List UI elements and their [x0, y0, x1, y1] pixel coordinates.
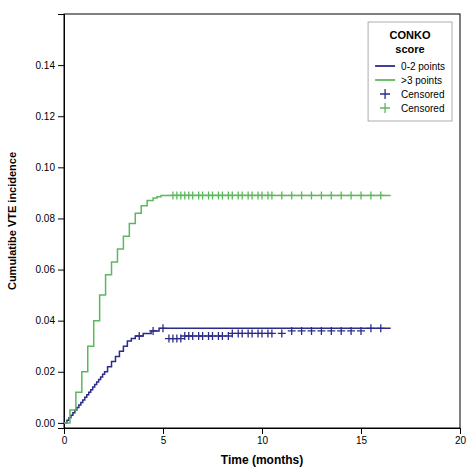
censored-mark: [288, 327, 296, 335]
censored-mark: [278, 191, 286, 199]
censored-mark: [268, 329, 276, 337]
x-tick-mark: [460, 428, 461, 434]
y-tick-label: 0.12: [36, 111, 56, 122]
legend-entry: 0-2 points: [375, 61, 445, 72]
censored-mark: [298, 191, 306, 199]
x-tick: 10: [257, 428, 269, 446]
y-tick-label: 0.06: [36, 264, 56, 275]
plot-area: 0 5 10 15 20 0.00 0.02 0.04 0.06 0.08 0.10 0.12 0.14…: [36, 14, 467, 446]
y-tick-label: 0.10: [36, 162, 56, 173]
legend-title-line: CONKO: [390, 29, 431, 41]
legend-label: Censored: [401, 89, 444, 100]
legend-entry: Censored: [380, 103, 444, 114]
marks: [64, 191, 391, 422]
legend-title-line: score: [395, 43, 424, 55]
x-axis-line: [65, 429, 461, 435]
y-tick-label: 0.04: [36, 315, 56, 326]
x-tick: 20: [455, 428, 467, 446]
y-axis: 0.00 0.02 0.04 0.06 0.08 0.10 0.12 0.14: [36, 15, 65, 429]
censored-mark: [347, 327, 355, 335]
legend-label: 0-2 points: [401, 61, 445, 72]
y-tick: 0.12: [36, 111, 64, 122]
legend-swatch: [375, 79, 395, 81]
y-tick: 0.06: [36, 264, 64, 275]
y-tick-mark: [58, 218, 64, 219]
censored-mark: [337, 191, 345, 199]
x-tick-label: 15: [356, 435, 368, 446]
censored-mark: [288, 191, 296, 199]
censored-mark: [135, 332, 143, 340]
y-tick-label: 0.08: [36, 213, 56, 224]
x-tick-label: 20: [455, 435, 467, 446]
y-tick-mark: [58, 65, 64, 66]
x-tick-label: 0: [62, 435, 68, 446]
censored-marks: [135, 324, 385, 342]
censored-mark: [377, 191, 385, 199]
censored-mark: [268, 191, 276, 199]
censored-mark: [159, 324, 167, 332]
censored-mark: [308, 191, 316, 199]
plot-frame: [64, 14, 460, 428]
y-axis-line: [58, 15, 65, 429]
y-tick-mark: [58, 270, 64, 271]
y-tick: 0.04: [36, 315, 64, 326]
chart-container: 0 5 10 15 20 0.00 0.02 0.04 0.06 0.08 0.10 0.12 0.14…: [0, 0, 474, 474]
legend-label: >3 points: [401, 75, 442, 86]
x-tick-mark: [262, 428, 263, 434]
y-tick-mark: [58, 167, 64, 168]
censored-mark: [317, 327, 325, 335]
y-tick-mark: [58, 116, 64, 117]
censored-mark: [367, 191, 375, 199]
legend: CONKO score 0-2 points >3 points Censored Cen…: [368, 22, 452, 121]
y-tick: 0.00: [36, 418, 64, 429]
x-axis: 0 5 10 15 20: [62, 428, 467, 446]
legend-box: [368, 22, 452, 121]
legend-label: Censored: [401, 103, 444, 114]
censored-mark: [367, 324, 375, 332]
censored-marks: [169, 191, 385, 199]
y-tick-label: 0.14: [36, 60, 56, 71]
legend-title: CONKO score: [390, 29, 431, 55]
chart-svg: 0 5 10 15 20 0.00 0.02 0.04 0.06 0.08 0.10 0.12 0.14…: [0, 0, 474, 474]
y-tick: 0.08: [36, 213, 64, 224]
legend-swatch: [380, 89, 390, 99]
censored-mark: [149, 327, 157, 335]
legend-entry: >3 points: [375, 75, 442, 86]
y-tick-mark: [58, 372, 64, 373]
legend-swatch: [375, 65, 395, 67]
x-axis-title: Time (months): [221, 453, 303, 467]
y-tick-label: 0.00: [36, 418, 56, 429]
legend-entry: Censored: [380, 89, 444, 100]
x-tick-label: 10: [257, 435, 269, 446]
censored-mark: [337, 327, 345, 335]
step-line: [64, 195, 391, 422]
y-tick: 0.14: [36, 60, 64, 71]
y-tick: 0.10: [36, 162, 64, 173]
censored-mark: [357, 327, 365, 335]
censored-mark: [317, 191, 325, 199]
x-tick: 5: [161, 428, 167, 446]
censored-mark: [347, 191, 355, 199]
step-line: [64, 328, 391, 423]
x-tick: 0: [62, 428, 68, 446]
censored-mark: [377, 324, 385, 332]
censored-mark: [327, 191, 335, 199]
y-axis-title: Cumulatibe VTE incidence: [6, 152, 18, 290]
censored-mark: [298, 327, 306, 335]
y-tick-label: 0.02: [36, 366, 56, 377]
x-tick-label: 5: [161, 435, 167, 446]
y-tick-mark: [58, 423, 64, 424]
x-tick-mark: [163, 428, 164, 434]
y-tick: 0.02: [36, 366, 64, 377]
y-tick-mark: [58, 321, 64, 322]
censored-mark: [357, 191, 365, 199]
censored-mark: [308, 327, 316, 335]
x-tick-mark: [361, 428, 362, 434]
x-tick: 15: [356, 428, 368, 446]
censored-mark: [278, 329, 286, 337]
censored-mark: [327, 327, 335, 335]
legend-swatch: [380, 103, 390, 113]
